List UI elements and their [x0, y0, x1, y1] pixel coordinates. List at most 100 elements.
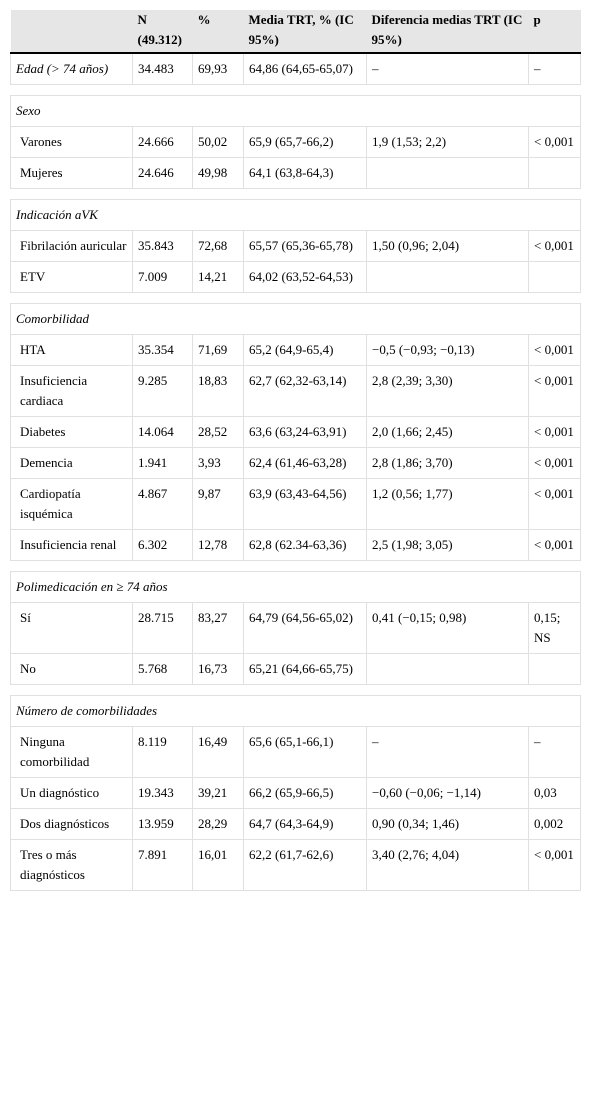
cell-n: 24.646	[132, 157, 193, 189]
row-label: Fibrilación auricular	[10, 230, 133, 262]
cell-dif: 0,41 (−0,15; 0,98)	[366, 602, 529, 654]
cell-dif: −0,60 (−0,06; −1,14)	[366, 777, 529, 809]
table-row: Mujeres 24.646 49,98 64,1 (63,8-64,3)	[10, 157, 581, 189]
row-label: Mujeres	[10, 157, 133, 189]
table-row: Cardiopatía isquémica 4.867 9,87 63,9 (6…	[10, 478, 581, 530]
cell-n: 8.119	[132, 726, 193, 778]
cell-pct: 39,21	[192, 777, 244, 809]
section-title: Sexo	[10, 95, 581, 127]
table-row: Varones 24.666 50,02 65,9 (65,7-66,2) 1,…	[10, 126, 581, 158]
cell-dif	[366, 261, 529, 293]
cell-media: 63,9 (63,43-64,56)	[243, 478, 367, 530]
cell-n: 1.941	[132, 447, 193, 479]
cell-n: 28.715	[132, 602, 193, 654]
cell-n: 9.285	[132, 365, 193, 417]
cell-p	[528, 261, 581, 293]
table-row: Un diagnóstico 19.343 39,21 66,2 (65,9-6…	[10, 777, 581, 809]
cell-n: 4.867	[132, 478, 193, 530]
cell-p: 0,03	[528, 777, 581, 809]
cell-pct: 9,87	[192, 478, 244, 530]
row-label: Sí	[10, 602, 133, 654]
cell-media: 64,79 (64,56-65,02)	[243, 602, 367, 654]
row-label: Demencia	[10, 447, 133, 479]
row-label: No	[10, 653, 133, 685]
row-label: Un diagnóstico	[10, 777, 133, 809]
cell-pct: 50,02	[192, 126, 244, 158]
header-media: Media TRT, % (IC 95%)	[243, 10, 367, 54]
cell-media: 62,7 (62,32-63,14)	[243, 365, 367, 417]
table-header-row: N (49.312) % Media TRT, % (IC 95%) Difer…	[10, 10, 581, 54]
row-label: Dos diagnósticos	[10, 808, 133, 840]
spacer-row	[10, 560, 581, 572]
cell-n: 35.843	[132, 230, 193, 262]
row-label: Diabetes	[10, 416, 133, 448]
spacer-row	[10, 292, 581, 304]
cell-n: 14.064	[132, 416, 193, 448]
row-label: Ninguna comorbilidad	[10, 726, 133, 778]
cell-dif: –	[366, 52, 529, 85]
cell-media: 65,57 (65,36-65,78)	[243, 230, 367, 262]
header-dif: Diferencia medias TRT (IC 95%)	[366, 10, 529, 54]
cell-media: 62,2 (61,7-62,6)	[243, 839, 367, 891]
cell-dif: 2,8 (1,86; 3,70)	[366, 447, 529, 479]
header-n: N (49.312)	[132, 10, 193, 54]
table-row: Sí 28.715 83,27 64,79 (64,56-65,02) 0,41…	[10, 602, 581, 654]
cell-pct: 49,98	[192, 157, 244, 189]
section-row: Sexo	[10, 95, 581, 127]
cell-p: –	[528, 52, 581, 85]
section-row: Número de comorbilidades	[10, 695, 581, 727]
cell-dif	[366, 653, 529, 685]
cell-pct: 12,78	[192, 529, 244, 561]
cell-n: 35.354	[132, 334, 193, 366]
spacer-row	[10, 684, 581, 696]
cell-pct: 83,27	[192, 602, 244, 654]
table-row: Ninguna comorbilidad 8.119 16,49 65,6 (6…	[10, 726, 581, 778]
cell-dif	[366, 157, 529, 189]
cell-media: 62,8 (62.34-63,36)	[243, 529, 367, 561]
cell-pct: 16,73	[192, 653, 244, 685]
cell-p: < 0,001	[528, 365, 581, 417]
cell-media: 64,86 (64,65-65,07)	[243, 52, 367, 85]
row-label: Edad (> 74 años)	[10, 52, 133, 85]
table-row: Insuficiencia renal 6.302 12,78 62,8 (62…	[10, 529, 581, 561]
cell-p: < 0,001	[528, 230, 581, 262]
cell-media: 66,2 (65,9-66,5)	[243, 777, 367, 809]
cell-p	[528, 157, 581, 189]
cell-p: < 0,001	[528, 334, 581, 366]
results-table: N (49.312) % Media TRT, % (IC 95%) Difer…	[10, 10, 581, 891]
cell-media: 65,9 (65,7-66,2)	[243, 126, 367, 158]
cell-dif: 2,5 (1,98; 3,05)	[366, 529, 529, 561]
section-row: Comorbilidad	[10, 303, 581, 335]
cell-media: 64,1 (63,8-64,3)	[243, 157, 367, 189]
cell-n: 19.343	[132, 777, 193, 809]
header-p: p	[528, 10, 581, 54]
cell-dif: 2,8 (2,39; 3,30)	[366, 365, 529, 417]
cell-media: 62,4 (61,46-63,28)	[243, 447, 367, 479]
cell-media: 65,6 (65,1-66,1)	[243, 726, 367, 778]
cell-n: 5.768	[132, 653, 193, 685]
cell-p: < 0,001	[528, 529, 581, 561]
section-title: Número de comorbilidades	[10, 695, 581, 727]
header-label	[10, 10, 133, 54]
cell-p: < 0,001	[528, 126, 581, 158]
header-pct: %	[192, 10, 244, 54]
row-label: HTA	[10, 334, 133, 366]
cell-n: 6.302	[132, 529, 193, 561]
cell-media: 65,21 (64,66-65,75)	[243, 653, 367, 685]
cell-n: 7.009	[132, 261, 193, 293]
section-row: Polimedicación en ≥ 74 años	[10, 571, 581, 603]
table-row: Edad (> 74 años) 34.483 69,93 64,86 (64,…	[10, 52, 581, 85]
cell-pct: 71,69	[192, 334, 244, 366]
table-row: ETV 7.009 14,21 64,02 (63,52-64,53)	[10, 261, 581, 293]
row-label: ETV	[10, 261, 133, 293]
cell-p	[528, 653, 581, 685]
section-title: Indicación aVK	[10, 199, 581, 231]
cell-p: –	[528, 726, 581, 778]
table-row: Tres o más diagnósticos 7.891 16,01 62,2…	[10, 839, 581, 891]
cell-dif: 2,0 (1,66; 2,45)	[366, 416, 529, 448]
cell-dif: 0,90 (0,34; 1,46)	[366, 808, 529, 840]
cell-p: < 0,001	[528, 478, 581, 530]
cell-dif: −0,5 (−0,93; −0,13)	[366, 334, 529, 366]
cell-n: 7.891	[132, 839, 193, 891]
cell-p: 0,15; NS	[528, 602, 581, 654]
